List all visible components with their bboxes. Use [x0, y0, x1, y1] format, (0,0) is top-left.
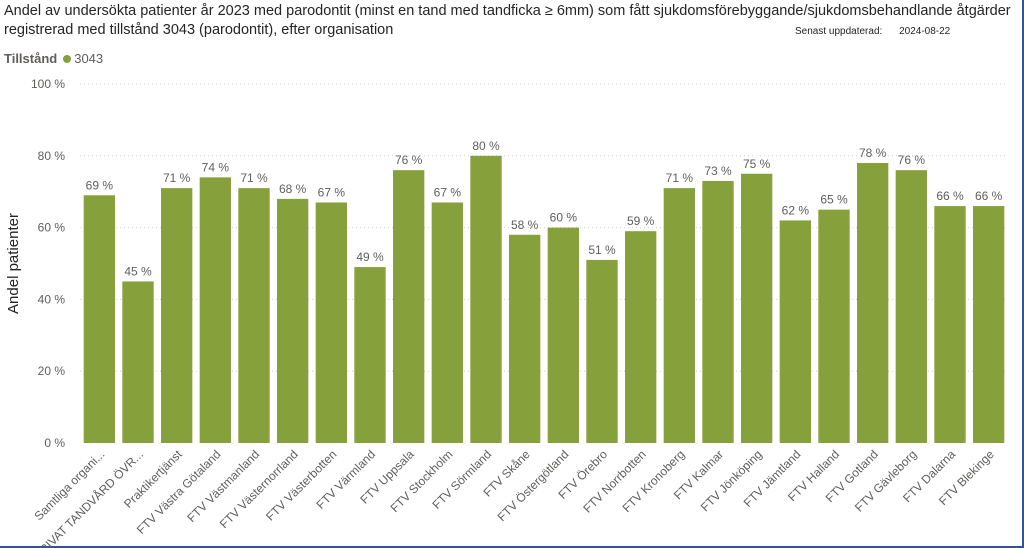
last-updated-label: Senast uppdaterad: — [795, 26, 883, 37]
data-label: 60 % — [550, 211, 578, 225]
legend-item-label[interactable]: 3043 — [74, 51, 104, 66]
data-label: 66 % — [975, 189, 1003, 203]
bars — [83, 155, 1005, 444]
data-label: 74 % — [202, 160, 230, 174]
data-label: 66 % — [936, 189, 964, 203]
chart-title: Andel av undersökta patienter år 2023 me… — [4, 3, 1011, 38]
bar[interactable] — [973, 206, 1005, 443]
data-label: 51 % — [588, 243, 616, 257]
bar[interactable] — [431, 202, 463, 443]
data-label: 67 % — [318, 185, 346, 199]
bar[interactable] — [934, 206, 966, 443]
y-tick-label: 0 % — [44, 436, 65, 450]
data-label: 62 % — [782, 203, 810, 217]
bar[interactable] — [354, 267, 386, 443]
data-label: 73 % — [704, 164, 732, 178]
data-label: 71 % — [163, 171, 191, 185]
data-label: 68 % — [279, 182, 307, 196]
x-tick-label: FTV Västmanland — [184, 447, 262, 525]
bar[interactable] — [702, 180, 734, 443]
bar[interactable] — [509, 234, 541, 443]
legend-marker-icon — [63, 54, 72, 63]
data-label: 71 % — [240, 171, 268, 185]
data-label: 67 % — [434, 185, 462, 199]
x-axis: Samtliga organi...PRIVAT TANDVÅRD ÖVR...… — [30, 447, 997, 548]
y-axis-title: Andel patienter — [5, 213, 22, 314]
y-tick-label: 20 % — [38, 364, 66, 378]
data-label: 59 % — [627, 214, 655, 228]
legend-title: Tillstånd — [4, 51, 58, 66]
bar[interactable] — [741, 173, 773, 443]
bar[interactable] — [818, 209, 850, 443]
bar[interactable] — [199, 177, 231, 443]
bar[interactable] — [238, 188, 270, 443]
bar[interactable] — [315, 202, 347, 443]
last-updated-date: 2024-08-22 — [899, 26, 951, 37]
data-label: 49 % — [356, 250, 384, 264]
bar[interactable] — [277, 198, 309, 443]
bar[interactable] — [122, 281, 154, 443]
legend[interactable]: Tillstånd 3043 — [4, 51, 103, 66]
bar[interactable] — [625, 231, 657, 443]
data-label: 75 % — [743, 157, 771, 171]
data-label: 71 % — [666, 171, 694, 185]
data-label: 69 % — [86, 178, 114, 192]
bar[interactable] — [895, 170, 927, 443]
data-label: 45 % — [124, 264, 152, 278]
x-tick-label: FTV Västerbotten — [263, 447, 339, 523]
gridlines — [80, 83, 1008, 372]
x-tick-label: Samtliga organi... — [32, 447, 108, 523]
data-label: 76 % — [395, 153, 423, 167]
x-tick-label: FTV Östergötland — [495, 447, 572, 524]
y-tick-label: 80 % — [38, 149, 66, 163]
bar[interactable] — [161, 188, 193, 443]
bar[interactable] — [663, 188, 695, 443]
data-label: 76 % — [898, 153, 926, 167]
y-tick-label: 100 % — [31, 77, 65, 91]
last-updated: Senast uppdaterad: 2024-08-22 — [795, 26, 950, 37]
data-labels: 69 % 45 % 71 % 74 % 71 % 68 % 67 % 49 % 76 % 67 %… — [86, 139, 1003, 279]
bar[interactable] — [470, 155, 502, 444]
y-axis: 0 % 20 % 40 % 60 % 80 % 100 % — [31, 77, 65, 450]
bar[interactable] — [83, 195, 115, 443]
bar[interactable] — [779, 220, 811, 443]
data-label: 65 % — [820, 193, 848, 207]
bar[interactable] — [586, 259, 618, 443]
bar[interactable] — [547, 227, 579, 443]
bar[interactable] — [857, 162, 889, 444]
y-tick-label: 60 % — [38, 221, 66, 235]
y-tick-label: 40 % — [38, 292, 66, 306]
data-label: 78 % — [859, 146, 887, 160]
bar[interactable] — [393, 170, 425, 443]
data-label: 58 % — [511, 218, 539, 232]
data-label: 80 % — [472, 139, 500, 153]
